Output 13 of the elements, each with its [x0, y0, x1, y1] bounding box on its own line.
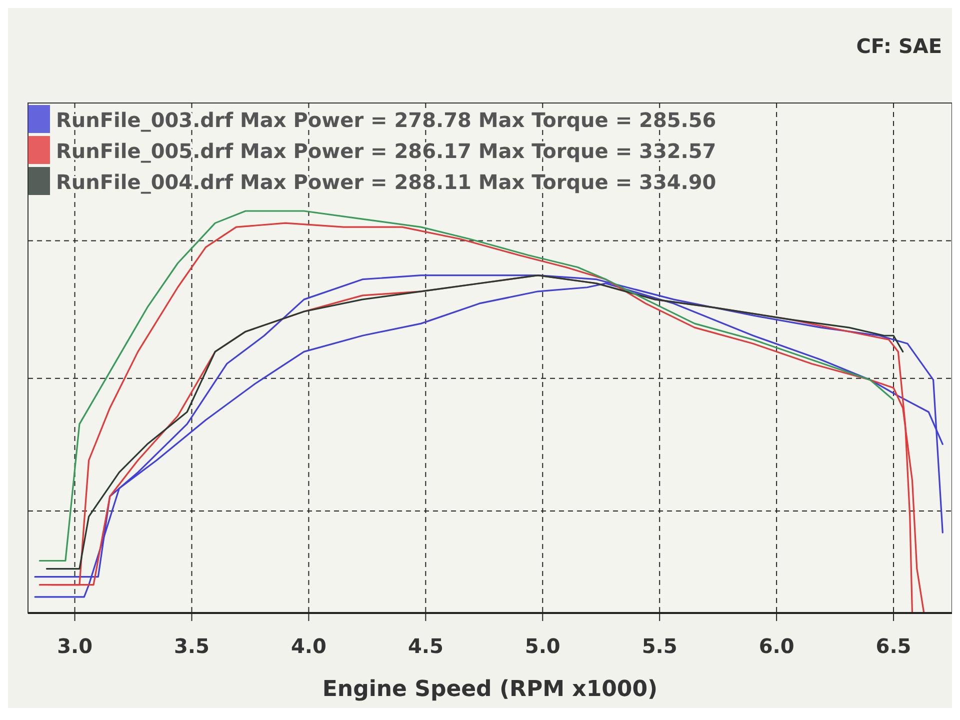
x-tick-label: 3.5 [174, 634, 210, 658]
x-tick-label: 4.5 [408, 634, 444, 658]
x-axis-title: Engine Speed (RPM x1000) [322, 677, 658, 702]
x-tick-label: 4.0 [290, 634, 326, 658]
legend-label: RunFile_003.drf Max Power = 278.78 Max Torque = 285.56 [56, 108, 716, 132]
text: CF: SAE [856, 34, 942, 58]
x-tick-label: 5.0 [524, 634, 560, 658]
legend-label: RunFile_004.drf Max Power = 288.11 Max Torque = 334.90 [56, 170, 716, 194]
x-tick-label: 6.5 [876, 634, 912, 658]
legend-label: RunFile_005.drf Max Power = 286.17 Max Torque = 332.57 [56, 139, 716, 163]
x-tick-label: 5.5 [642, 634, 678, 658]
x-tick-label: 3.0 [57, 634, 93, 658]
x-tick-label: 6.0 [758, 634, 794, 658]
